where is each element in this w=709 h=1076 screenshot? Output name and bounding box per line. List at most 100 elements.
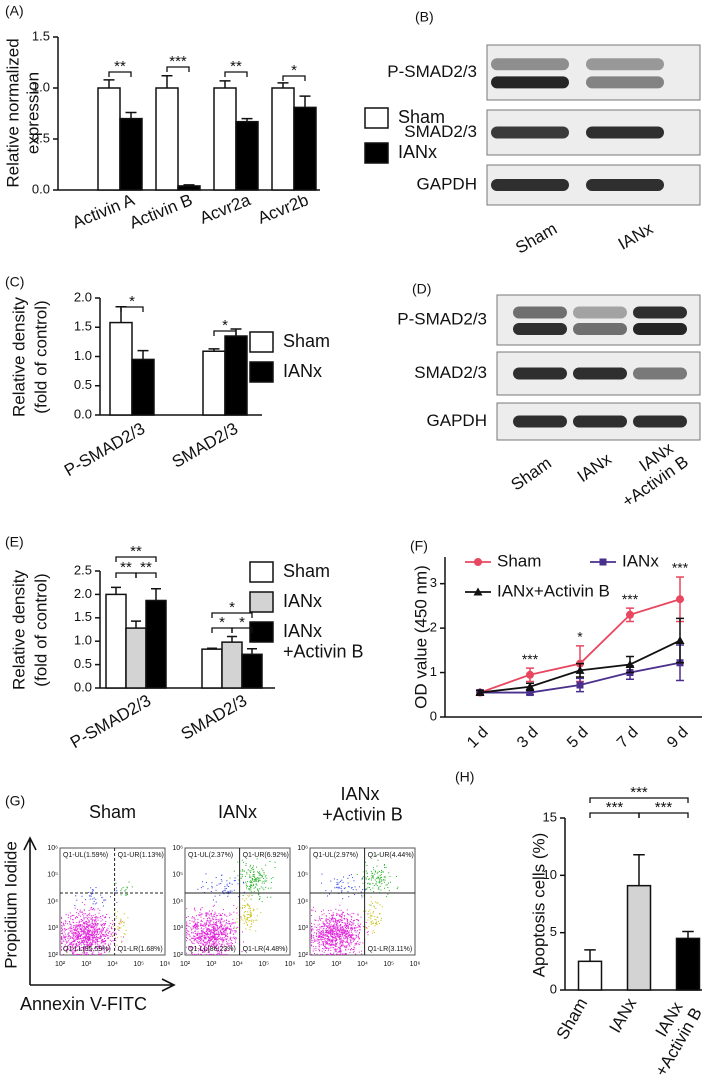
event-dot xyxy=(127,894,128,895)
event-dot xyxy=(244,918,245,919)
event-dot xyxy=(90,917,91,918)
panel-label: (B) xyxy=(415,9,434,25)
event-dot xyxy=(313,946,314,947)
event-dot xyxy=(329,932,330,933)
event-dot xyxy=(318,939,319,940)
event-dot xyxy=(320,934,321,935)
event-dot xyxy=(117,937,118,938)
event-dot xyxy=(201,954,202,955)
event-dot xyxy=(226,935,227,936)
event-dot xyxy=(250,912,251,913)
event-dot xyxy=(92,935,93,936)
event-dot xyxy=(358,934,359,935)
event-dot xyxy=(241,919,242,920)
event-dot xyxy=(357,930,358,931)
event-dot xyxy=(245,876,246,877)
event-dot xyxy=(245,882,246,883)
event-dot xyxy=(320,954,321,955)
event-dot xyxy=(212,929,213,930)
event-dot xyxy=(74,905,75,906)
event-dot xyxy=(234,871,235,872)
event-dot xyxy=(323,944,324,945)
event-dot xyxy=(189,934,190,935)
event-dot xyxy=(104,927,105,928)
event-dot xyxy=(334,934,335,935)
event-dot xyxy=(337,954,338,955)
event-dot xyxy=(220,931,221,932)
event-dot xyxy=(330,881,331,882)
event-dot xyxy=(199,912,200,913)
event-dot xyxy=(92,917,93,918)
event-dot xyxy=(322,939,323,940)
event-dot xyxy=(212,938,213,939)
event-dot xyxy=(251,868,252,869)
event-dot xyxy=(103,900,104,901)
event-dot xyxy=(340,943,341,944)
panel-label: (G) xyxy=(5,793,25,809)
event-dot xyxy=(208,931,209,932)
event-dot xyxy=(334,949,335,950)
event-dot xyxy=(75,927,76,928)
event-dot xyxy=(331,924,332,925)
event-dot xyxy=(118,926,119,927)
event-dot xyxy=(121,922,122,923)
event-dot xyxy=(213,906,214,907)
event-dot xyxy=(325,934,326,935)
event-dot xyxy=(341,910,342,911)
bar xyxy=(214,88,236,190)
event-dot xyxy=(253,872,254,873)
event-dot xyxy=(323,921,324,922)
event-dot xyxy=(330,945,331,946)
event-dot xyxy=(224,932,225,933)
event-dot xyxy=(214,916,215,917)
event-dot xyxy=(205,937,206,938)
event-dot xyxy=(200,924,201,925)
quadrant-label: Q1-UL(2.97%) xyxy=(313,852,358,859)
event-dot xyxy=(258,891,259,892)
quadrant-label: Q1-UL(1.59%) xyxy=(63,852,108,859)
event-dot xyxy=(111,941,112,942)
event-dot xyxy=(322,918,323,919)
event-dot xyxy=(93,903,94,904)
event-dot xyxy=(372,923,373,924)
event-dot xyxy=(224,915,225,916)
event-dot xyxy=(204,938,205,939)
event-dot xyxy=(253,910,254,911)
event-dot xyxy=(252,880,253,881)
event-dot xyxy=(222,954,223,955)
event-dot xyxy=(232,884,233,885)
event-dot xyxy=(224,930,225,931)
event-dot xyxy=(235,937,236,938)
event-dot xyxy=(331,936,332,937)
event-dot xyxy=(100,931,101,932)
error-bar xyxy=(104,80,115,88)
event-dot xyxy=(320,920,321,921)
event-dot xyxy=(88,937,89,938)
event-dot xyxy=(336,882,337,883)
event-dot xyxy=(322,951,323,952)
event-dot xyxy=(257,877,258,878)
event-dot xyxy=(88,954,89,955)
event-dot xyxy=(96,921,97,922)
event-dot xyxy=(325,924,326,925)
event-dot xyxy=(367,928,368,929)
event-dot xyxy=(235,930,236,931)
event-dot xyxy=(199,934,200,935)
event-dot xyxy=(116,902,117,903)
event-dot xyxy=(94,933,95,934)
event-dot xyxy=(214,939,215,940)
event-dot xyxy=(347,941,348,942)
event-dot xyxy=(226,920,227,921)
event-dot xyxy=(328,919,329,920)
event-dot xyxy=(315,946,316,947)
event-dot xyxy=(342,934,343,935)
event-dot xyxy=(251,891,252,892)
event-dot xyxy=(362,889,363,890)
event-dot xyxy=(206,938,207,939)
event-dot xyxy=(70,931,71,932)
legend-swatch xyxy=(250,592,273,612)
event-dot xyxy=(311,942,312,943)
blot-band xyxy=(586,127,664,139)
event-dot xyxy=(203,918,204,919)
event-dot xyxy=(365,862,366,863)
